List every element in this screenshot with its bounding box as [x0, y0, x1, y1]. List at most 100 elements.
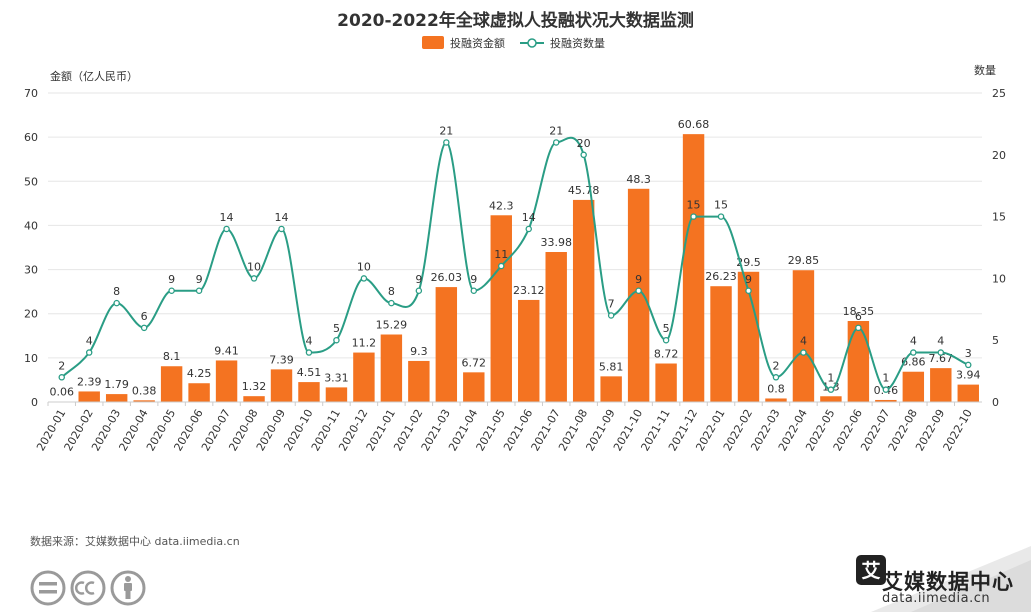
line-point	[635, 287, 642, 295]
line-point	[580, 151, 587, 159]
line-value-label: 2	[58, 359, 65, 372]
legend-line-marker	[527, 38, 537, 48]
bar-value-label: 23.12	[513, 284, 545, 297]
person-icon	[110, 570, 146, 606]
line-point	[717, 213, 725, 220]
legend-bar-swatch	[422, 36, 444, 49]
bar-value-label: 11.2	[352, 337, 377, 350]
left-y-axis: 0 10 20 30 40 50 60 70	[24, 87, 38, 409]
legend-bar-label[interactable]: 投融资金额	[450, 36, 505, 50]
left-tick-label: 0	[31, 396, 38, 409]
left-tick-label: 30	[24, 264, 38, 277]
line-value-label: 9	[415, 273, 422, 286]
bar-series: 0.062.39 1.79 0.388.14.259.411.327.394.51 3…	[49, 118, 981, 403]
line-value-label: 5	[663, 322, 670, 335]
bar	[655, 363, 677, 402]
left-tick-label: 70	[24, 87, 38, 100]
right-tick-label: 25	[992, 87, 1006, 100]
line-value-label: 6	[141, 310, 148, 323]
bar	[765, 398, 787, 402]
bar	[78, 391, 100, 402]
line-point	[552, 139, 560, 146]
bar-value-label: 29.85	[788, 254, 820, 267]
left-tick-label: 10	[24, 352, 38, 365]
line-point	[690, 213, 697, 220]
brand-url: data.iimedia.cn	[882, 591, 991, 606]
left-axis-title: 金额（亿人民币）	[50, 69, 138, 83]
chart-title: 2020-2022年全球虚拟人投融状况大数据监测	[337, 11, 694, 31]
line-value-label: 20	[577, 137, 591, 150]
line-point	[498, 262, 505, 270]
bar	[380, 334, 403, 402]
bar-value-label: 9.41	[214, 344, 239, 357]
brand-name: 艾媒数据中心	[882, 570, 1014, 594]
line-value-label: 10	[357, 260, 371, 273]
line-value-label: 15	[687, 199, 701, 212]
bar-value-label: 0.06	[49, 386, 74, 399]
line-point	[223, 225, 230, 233]
line-value-label: 6	[855, 310, 862, 323]
line-point	[85, 349, 93, 356]
line-value-label: 15	[714, 199, 728, 212]
line-point	[333, 336, 340, 344]
line-point	[745, 287, 752, 295]
line-value-label: 11	[494, 248, 508, 261]
bar-value-label: 4.25	[187, 367, 212, 380]
line-value-label: 21	[549, 124, 563, 137]
source-note: 数据来源：艾媒数据中心 data.iimedia.cn	[30, 535, 240, 548]
bar-value-label: 3.94	[956, 369, 981, 382]
line-point	[662, 336, 670, 344]
line-value-label: 4	[86, 335, 93, 348]
right-tick-label: 5	[992, 334, 999, 347]
line-value-label: 8	[388, 285, 395, 298]
right-tick-label: 15	[992, 211, 1006, 224]
bar	[353, 352, 375, 402]
legend-line-label[interactable]: 投融资数量	[550, 36, 605, 50]
line-value-label: 4	[800, 335, 807, 348]
bar	[957, 384, 979, 402]
bar-value-label: 15.29	[376, 319, 408, 332]
line-point	[58, 374, 65, 381]
bar-value-label: 5.81	[599, 360, 624, 373]
legend[interactable]: 投融资金额 投融资数量	[422, 36, 605, 50]
bar	[298, 382, 320, 402]
line-point	[882, 386, 890, 393]
left-tick-label: 50	[24, 175, 38, 188]
line-point	[965, 361, 972, 369]
line-value-label: 9	[745, 273, 752, 286]
line-point	[607, 312, 615, 319]
line-point	[910, 349, 917, 356]
bar-value-label: 33.98	[540, 236, 572, 249]
line-point	[855, 324, 862, 332]
combo-chart: 投融资金额 投融资数量 金额（亿人民币） 数量 010203040506070 …	[24, 36, 1006, 453]
bar	[215, 360, 238, 402]
bar	[682, 134, 705, 402]
bar-value-label: 60.68	[678, 118, 710, 131]
x-axis: 2020-012020-022020-032020-042020-052020-…	[34, 401, 982, 453]
line-point	[937, 349, 945, 356]
brand-banner: 艾	[856, 546, 1031, 612]
bar-value-label: 26.23	[705, 270, 737, 283]
bar	[572, 199, 595, 402]
bar-value-label: 7.67	[929, 352, 954, 365]
bar	[408, 360, 430, 402]
bar	[490, 215, 512, 402]
bar	[325, 387, 348, 402]
line-value-label: 9	[635, 273, 642, 286]
line-point	[195, 287, 203, 295]
bar-value-label: 1.32	[242, 380, 267, 393]
bar	[160, 366, 183, 402]
bar-value-label: 4.51	[297, 366, 322, 379]
left-tick-label: 20	[24, 308, 38, 321]
line-point	[140, 324, 148, 332]
license-icons	[30, 570, 146, 606]
line-point	[827, 386, 835, 393]
right-y-axis: 0 5 10 15 20 25	[992, 87, 1006, 409]
bar-value-label: 2.39	[77, 375, 102, 388]
bar	[820, 396, 842, 402]
bar	[243, 396, 265, 402]
line-value-label: 9	[196, 273, 203, 286]
line-value-label: 5	[333, 322, 340, 335]
right-axis-title: 数量	[974, 64, 996, 77]
bar	[875, 399, 897, 402]
